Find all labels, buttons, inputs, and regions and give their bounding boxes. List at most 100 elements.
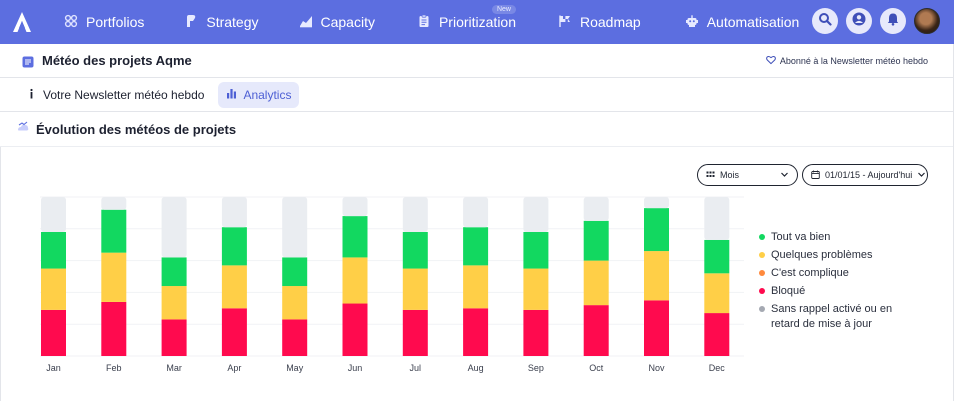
bar-segment[interactable] [402, 197, 428, 232]
legend-label: C'est complique [771, 267, 849, 279]
x-tick-label: Oct [589, 363, 604, 373]
weather-report-icon [22, 55, 34, 67]
bar-segment[interactable] [463, 227, 489, 266]
tab-newsletter[interactable]: Votre Newsletter météo hebdo [24, 82, 210, 108]
bar-segment[interactable] [161, 197, 187, 258]
calendar-icon [811, 170, 820, 181]
notifications-button[interactable] [880, 8, 906, 34]
nav-actions [812, 8, 940, 34]
legend-item[interactable]: Quelques problèmes [759, 248, 899, 263]
bar-segment[interactable] [41, 309, 66, 356]
prioritization-icon [417, 14, 431, 31]
bar-segment[interactable] [161, 257, 187, 287]
main-nav: Portfolios Strategy Capacity Prioritizat… [44, 0, 799, 44]
bar-segment[interactable] [463, 197, 489, 228]
grid-icon [706, 170, 715, 181]
legend-item[interactable]: Bloqué [759, 284, 899, 299]
legend-item[interactable]: Tout va bien [759, 230, 899, 245]
bar-segment[interactable] [282, 197, 308, 258]
content-border [0, 147, 1, 401]
bar-segment[interactable] [704, 273, 730, 314]
x-tick-label: Jun [348, 363, 363, 373]
x-tick-label: Nov [648, 363, 665, 373]
heart-icon [766, 55, 776, 67]
bar-segment[interactable] [342, 303, 368, 356]
bar-segment[interactable] [704, 197, 730, 240]
legend-dot [759, 270, 765, 276]
legend-label: Bloqué [771, 285, 806, 297]
nav-item-label: Capacity [320, 14, 375, 30]
profile-button[interactable] [846, 8, 872, 34]
nav-item-prioritization[interactable]: Prioritization New [417, 0, 516, 44]
bar-segment[interactable] [41, 268, 66, 310]
bar-segment[interactable] [101, 252, 127, 302]
bar-segment[interactable] [282, 319, 308, 356]
bar-segment[interactable] [342, 257, 368, 304]
bar-segment[interactable] [41, 197, 66, 232]
bar-segment[interactable] [282, 257, 308, 287]
bar-segment[interactable] [523, 309, 549, 356]
bar-segment[interactable] [463, 308, 489, 356]
bar-segment[interactable] [221, 308, 247, 356]
bar-segment[interactable] [704, 239, 730, 274]
bar-segment[interactable] [101, 301, 127, 356]
bar-segment[interactable] [644, 251, 669, 301]
bar-segment[interactable] [583, 260, 609, 306]
nav-item-roadmap[interactable]: Roadmap [558, 0, 641, 44]
bar-segment[interactable] [523, 231, 549, 269]
legend-item[interactable]: C'est complique [759, 266, 899, 281]
bar-segment[interactable] [402, 268, 428, 310]
bar-segment[interactable] [644, 197, 669, 209]
nav-item-label: Automatisation [706, 14, 800, 30]
bar-segment[interactable] [644, 208, 669, 252]
x-tick-label: May [286, 363, 304, 373]
bar-segment[interactable] [342, 216, 368, 258]
bar-segment[interactable] [402, 231, 428, 269]
nav-item-portfolios[interactable]: Portfolios [64, 0, 144, 44]
bar-segment[interactable] [101, 197, 127, 210]
subscribe-label: Abonné à la Newsletter météo hebdo [779, 56, 928, 66]
bar-segment[interactable] [342, 197, 368, 217]
bar-segment[interactable] [161, 319, 187, 356]
date-range-select[interactable]: 01/01/15 - Aujourd'hui [802, 164, 928, 186]
bar-segment[interactable] [463, 265, 489, 309]
bar-segment[interactable] [644, 300, 669, 356]
bar-segment[interactable] [221, 197, 247, 228]
search-button[interactable] [812, 8, 838, 34]
automatisation-icon [685, 14, 699, 31]
new-badge: New [491, 5, 516, 14]
bar-segment[interactable] [583, 220, 609, 261]
bar-segment[interactable] [221, 227, 247, 266]
legend-dot [759, 306, 765, 312]
bar-segment[interactable] [221, 265, 247, 309]
x-tick-label: Feb [106, 363, 122, 373]
period-select[interactable]: Mois [697, 164, 798, 186]
portfolios-icon [64, 14, 78, 31]
legend-label: Sans rappel activé ou en retard de mise … [771, 303, 893, 330]
bar-segment[interactable] [282, 286, 308, 320]
nav-item-capacity[interactable]: Capacity [299, 0, 375, 44]
bar-segment[interactable] [523, 268, 549, 310]
x-tick-label: Jan [46, 363, 61, 373]
bell-icon [886, 12, 900, 31]
legend-item[interactable]: Sans rappel activé ou en retard de mise … [759, 302, 899, 332]
app-logo-icon[interactable] [0, 0, 44, 44]
bar-segment[interactable] [704, 313, 730, 356]
strategy-icon [184, 14, 198, 31]
avatar[interactable] [914, 8, 940, 34]
bar-segment[interactable] [583, 305, 609, 356]
bar-segment[interactable] [583, 197, 609, 221]
legend-label: Quelques problèmes [771, 249, 873, 261]
legend-dot [759, 288, 765, 294]
bar-segment[interactable] [402, 309, 428, 356]
newsletter-subscribe-link[interactable]: Abonné à la Newsletter météo hebdo [766, 55, 928, 67]
bar-segment[interactable] [523, 197, 549, 232]
bar-segment[interactable] [101, 209, 127, 253]
bar-segment[interactable] [41, 231, 66, 269]
page-header: Météo des projets Aqme Abonné à la Newsl… [0, 44, 954, 78]
nav-item-strategy[interactable]: Strategy [184, 0, 259, 44]
nav-item-automatisation[interactable]: Automatisation [685, 0, 800, 44]
tab-analytics[interactable]: Analytics [218, 81, 300, 108]
bar-segment[interactable] [161, 286, 187, 320]
bar-chart-icon [226, 88, 237, 102]
